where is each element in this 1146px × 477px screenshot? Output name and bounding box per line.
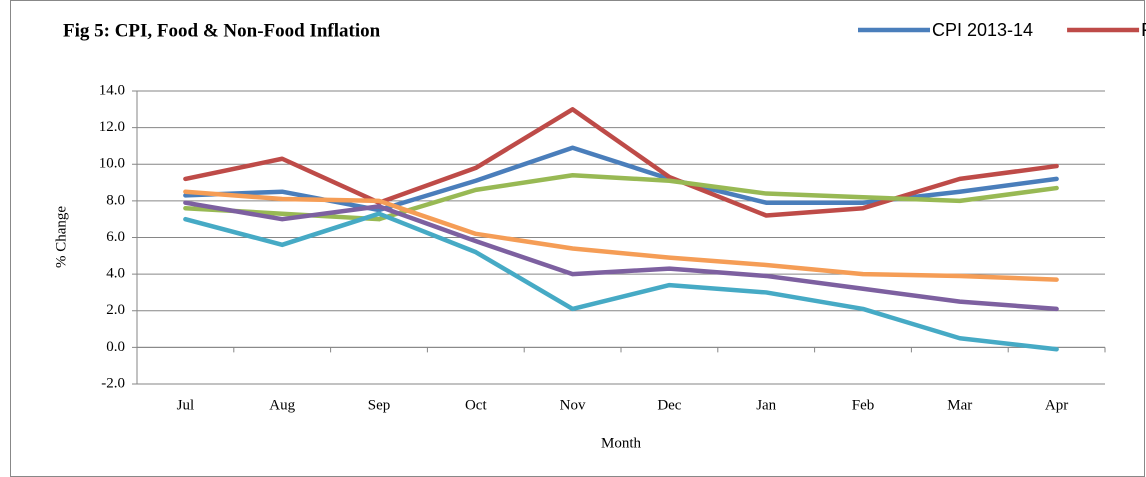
y-tick-label: 10.0 [99,156,125,172]
x-tick-label: Jul [177,397,195,413]
x-tick-label: Mar [947,397,972,413]
x-tick-label: Aug [269,397,295,413]
legend-label: Food [1141,20,1146,40]
y-tick-label: 6.0 [106,229,125,245]
y-tick-label: 8.0 [106,192,125,208]
series-line [183,107,1059,218]
series-line [183,211,1059,352]
y-axis-label: % Change [53,206,69,268]
x-tick-label: Apr [1045,397,1068,413]
x-axis-label: Month [601,435,642,451]
x-tick-label: Dec [657,397,681,413]
y-tick-label: -2.0 [101,375,125,391]
x-tick-label: Jan [756,397,776,413]
series-line [183,172,1059,222]
x-tick-label: Nov [560,397,586,413]
legend-label: CPI 2013-14 [932,20,1033,40]
y-tick-label: 2.0 [106,302,125,318]
y-tick-label: 4.0 [106,266,125,282]
x-tick-label: Feb [852,397,875,413]
y-tick-label: 14.0 [99,82,125,98]
series-line [183,189,1059,282]
y-tick-label: 0.0 [106,339,125,355]
y-tick-label: 12.0 [99,119,125,135]
series-line [183,200,1059,312]
x-tick-label: Oct [465,397,487,413]
chart-title: Fig 5: CPI, Food & Non-Food Inflation [63,20,381,41]
x-tick-label: Sep [368,397,391,413]
